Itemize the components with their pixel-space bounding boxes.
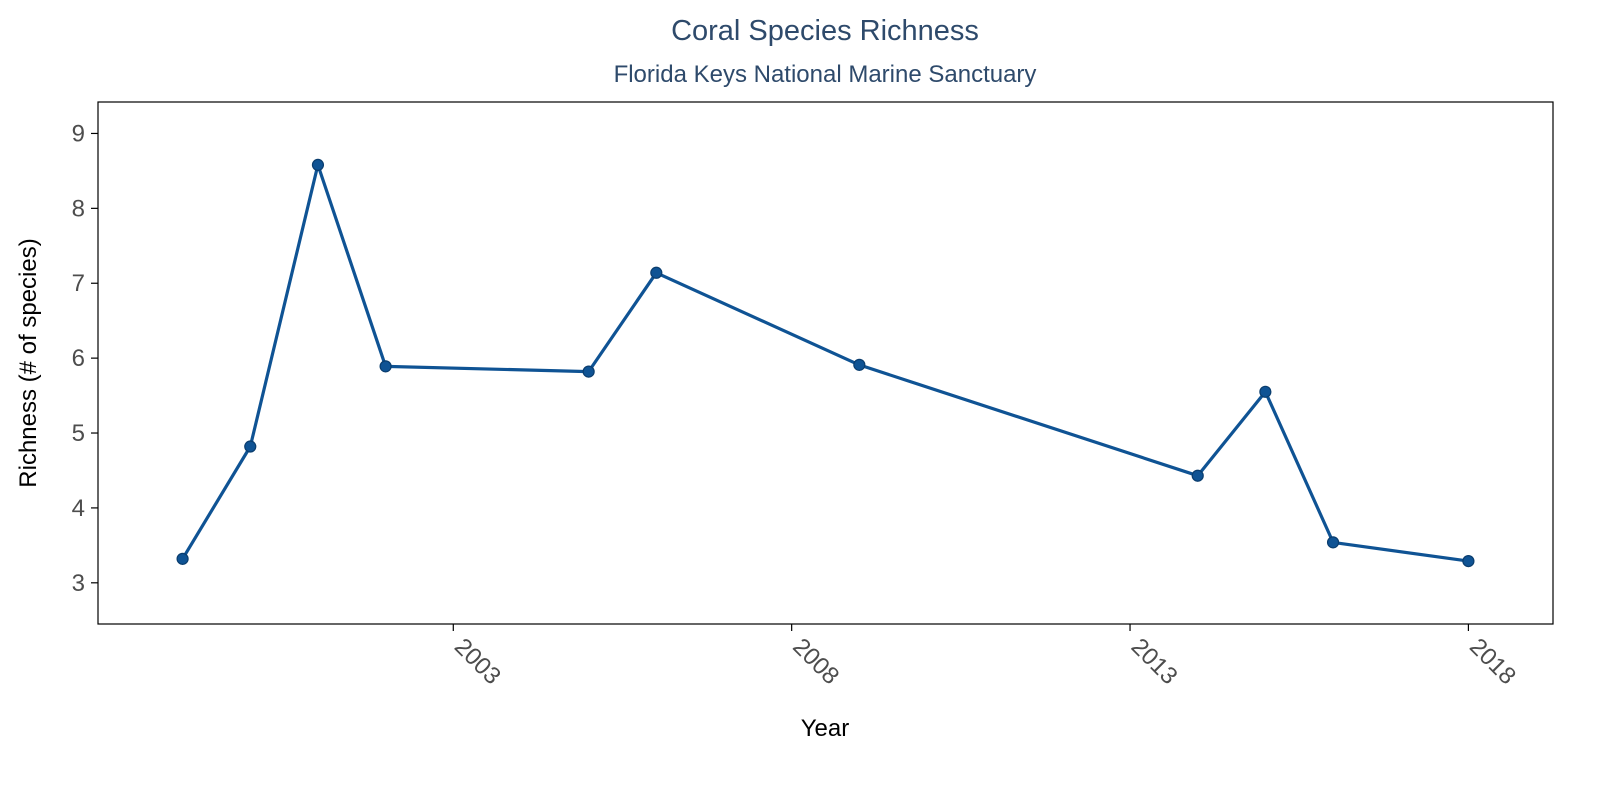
x-tick-label: 2018	[1464, 633, 1521, 690]
chart-subtitle: Florida Keys National Marine Sanctuary	[614, 61, 1037, 88]
y-axis-title: Richness (# of species)	[15, 238, 42, 487]
y-tick-label: 5	[72, 420, 85, 447]
y-tick-label: 6	[72, 345, 85, 372]
x-tick-label: 2008	[787, 633, 844, 690]
data-point	[650, 266, 663, 279]
y-tick-label: 7	[72, 270, 85, 297]
data-point	[1462, 554, 1475, 568]
data-point	[176, 552, 189, 565]
data-point	[853, 358, 866, 371]
x-tick-label: 2003	[449, 633, 506, 690]
y-tick-label: 9	[72, 120, 85, 147]
data-point	[582, 365, 595, 378]
series-line	[181, 163, 1469, 563]
x-tick-label: 2013	[1126, 633, 1183, 690]
data-point	[244, 440, 257, 453]
y-tick-label: 8	[72, 195, 85, 222]
y-axis: 3 4 5 6 7 8 9	[72, 120, 98, 597]
data-point	[1259, 385, 1272, 398]
y-tick-label: 3	[72, 570, 85, 597]
data-point	[1191, 469, 1204, 482]
chart-title: Coral Species Richness	[671, 15, 979, 47]
data-point	[379, 360, 392, 373]
x-axis-title: Year	[801, 715, 850, 742]
plot-panel	[97, 101, 1554, 625]
series-group	[176, 158, 1475, 568]
data-point	[311, 158, 325, 172]
x-axis: 2003 2008 2013 2018	[449, 624, 1521, 690]
y-tick-label: 4	[72, 495, 85, 522]
data-point	[1326, 536, 1340, 549]
